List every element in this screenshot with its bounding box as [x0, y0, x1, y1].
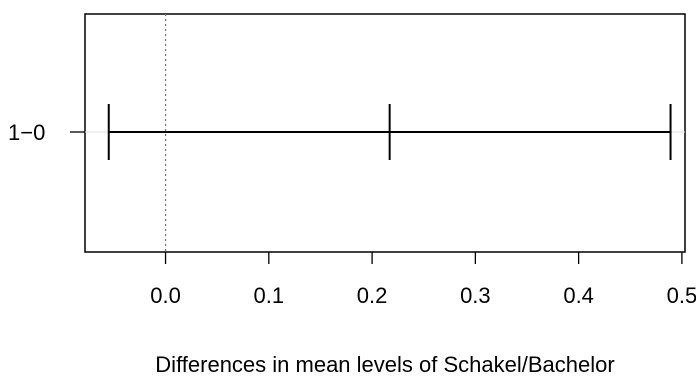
x-tick-label: 0.5: [667, 283, 696, 308]
x-tick-label: 0.1: [254, 283, 285, 308]
x-axis-label: Differences in mean levels of Schakel/Ba…: [155, 352, 614, 377]
plot-frame: [84, 13, 686, 253]
x-tick-label: 0.4: [563, 283, 594, 308]
x-tick-label: 0.2: [357, 283, 388, 308]
x-tick-label: 0.3: [460, 283, 491, 308]
interval-label: 1−0: [8, 120, 45, 145]
x-tick-label: 0.0: [150, 283, 181, 308]
